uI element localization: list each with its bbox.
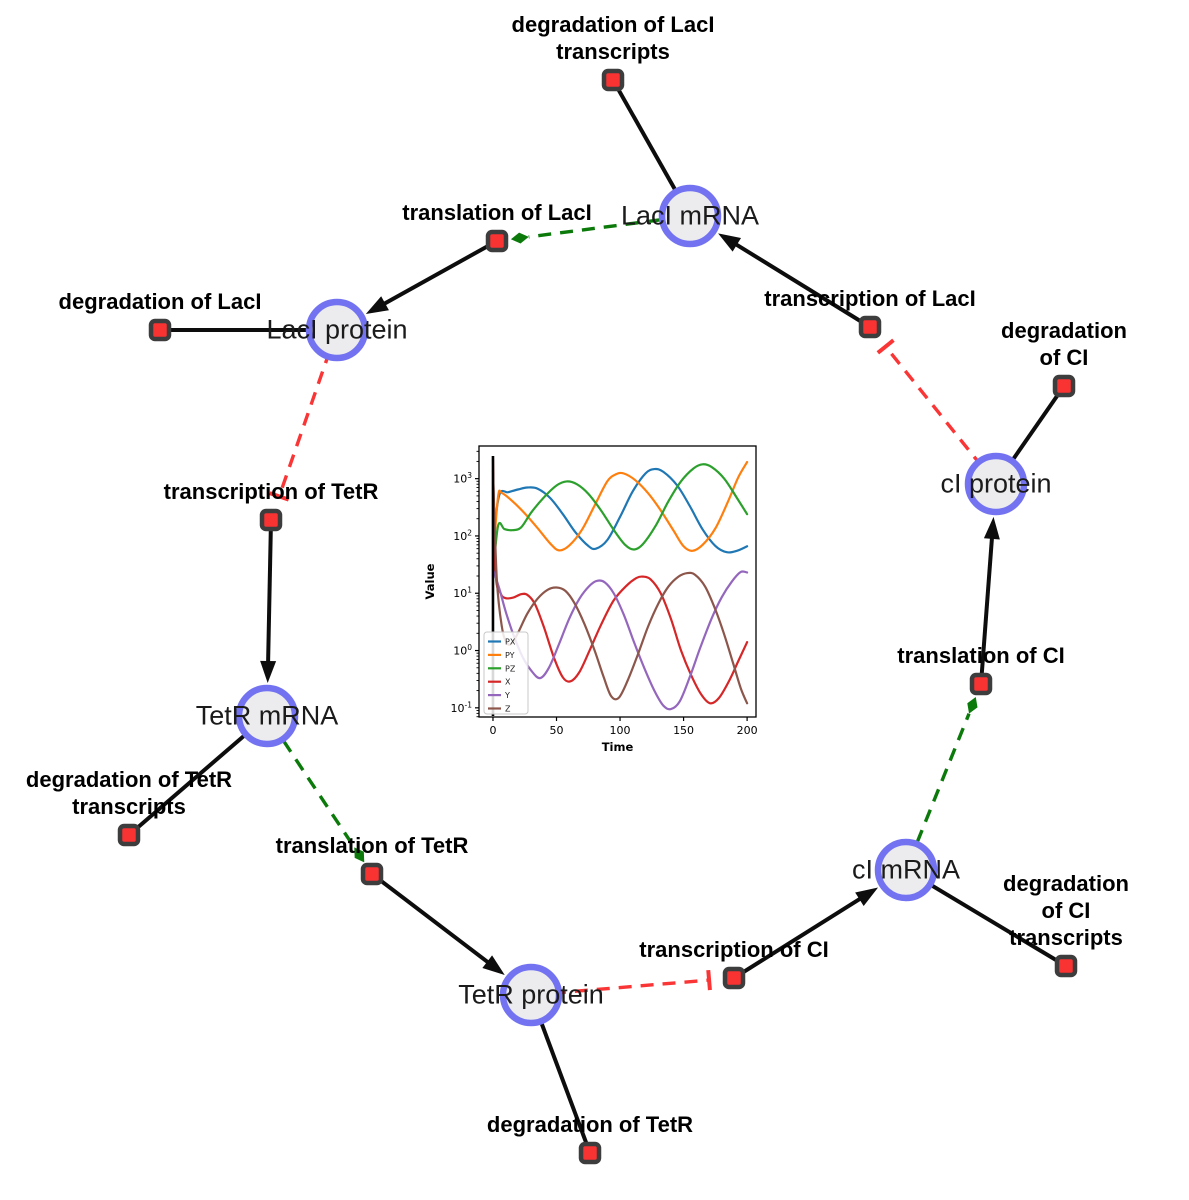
plot-legend-label-X: X <box>505 678 511 687</box>
reaction-node-deg_cI[interactable] <box>1052 374 1076 398</box>
plot-legend-label-PY: PY <box>505 651 515 660</box>
edge-lacI_mRNA-transl_lacI <box>510 218 661 244</box>
species-node-cI_protein[interactable] <box>964 452 1028 516</box>
plot-legend-label-PX: PX <box>505 638 516 647</box>
plot-ylabel: Value <box>423 563 437 599</box>
species-node-tetR_mRNA[interactable] <box>235 684 299 748</box>
species-node-lacI_mRNA[interactable] <box>658 184 722 248</box>
plot-legend-label-Z: Z <box>505 705 511 714</box>
species-node-cI_mRNA[interactable] <box>874 838 938 902</box>
reaction-node-deg_cI_tr[interactable] <box>1054 954 1078 978</box>
plot-y-tick-label: 103 <box>453 471 472 486</box>
edge-cI_mRNA-transl_cI <box>915 696 978 843</box>
reaction-node-deg_tetR_tr[interactable] <box>117 823 141 847</box>
plot-y-tick-label: 100 <box>453 643 472 658</box>
reaction-node-transl_cI[interactable] <box>969 672 993 696</box>
plot-series-PY <box>491 460 749 560</box>
reaction-node-transcr_cI[interactable] <box>722 966 746 990</box>
plot-x-tick-label: 200 <box>737 724 758 737</box>
plot-y-tick-label: 10-1 <box>451 700 473 715</box>
reaction-node-deg_tetR[interactable] <box>578 1141 602 1165</box>
reaction-node-transcr_lacI[interactable] <box>858 315 882 339</box>
reaction-node-deg_lacI[interactable] <box>148 318 172 342</box>
plot-x-tick-label: 50 <box>550 724 564 737</box>
species-node-lacI_protein[interactable] <box>305 298 369 362</box>
reaction-node-transcr_tetR[interactable] <box>259 508 283 532</box>
plot-x-tick-label: 0 <box>489 724 496 737</box>
plot-series-PZ <box>491 463 749 578</box>
plot-y-tick-label: 101 <box>453 586 472 601</box>
plot-curves <box>491 456 749 716</box>
species-node-tetR_protein[interactable] <box>499 963 563 1027</box>
edge-transl_cI-cI_protein <box>979 516 1000 685</box>
plot-legend-label-PZ: PZ <box>505 664 516 673</box>
plot-y-tick-label: 102 <box>453 528 472 543</box>
reaction-node-transl_tetR[interactable] <box>360 862 384 886</box>
edge-transcr_cI-cI_mRNA <box>732 887 879 980</box>
timecourse-plot: 0 50 100 150 20010-1100101102103TimeValuePXP… <box>423 445 758 754</box>
edge-transl_tetR-tetR_protein <box>370 872 505 976</box>
plot-xlabel: Time <box>602 740 634 754</box>
plot-legend-label-Y: Y <box>504 691 510 700</box>
plot-frame <box>478 445 757 718</box>
reaction-node-transl_lacI[interactable] <box>485 229 509 253</box>
plot-x-tick-label: 100 <box>610 724 631 737</box>
plot-x-tick-label: 150 <box>673 724 694 737</box>
edge-transl_lacI-lacI_protein <box>365 239 498 314</box>
edge-transcr_tetR-tetR_mRNA <box>260 519 277 684</box>
edge-transcr_lacI-lacI_mRNA <box>718 233 872 329</box>
edge-tetR_mRNA-transl_tetR <box>282 740 365 863</box>
plot-legend: PX PY PZ XYZ <box>483 631 529 715</box>
plot-legend-box <box>483 631 529 715</box>
plot-series-Y <box>491 568 749 711</box>
plot-series-X <box>491 457 749 705</box>
nodes-layer <box>117 68 1078 1165</box>
reaction-node-deg_lacI_tr[interactable] <box>601 68 625 92</box>
